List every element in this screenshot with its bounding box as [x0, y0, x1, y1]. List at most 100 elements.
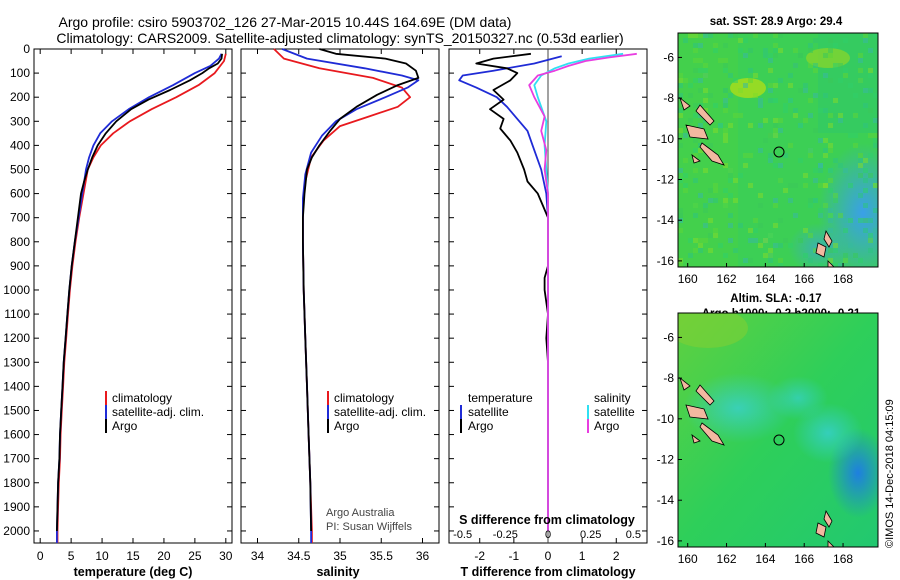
- x-tick-label: 36: [416, 549, 430, 563]
- map-x-tick-label: 162: [717, 272, 737, 286]
- sst-pixel: [728, 213, 733, 218]
- sst-pixel: [703, 208, 708, 213]
- sst-pixel: [683, 188, 688, 193]
- sst-pixel: [688, 93, 693, 98]
- sst-pixel: [688, 33, 693, 38]
- sst-pixel: [753, 218, 758, 223]
- sst-pixel: [808, 43, 813, 48]
- sst-pixel: [763, 53, 768, 58]
- sst-pixel: [718, 123, 723, 128]
- salinity-axis-label: salinity: [316, 565, 359, 579]
- sst-pixel: [828, 248, 833, 253]
- sst-pixel: [808, 48, 813, 53]
- sst-pixel: [693, 238, 698, 243]
- sst-pixel: [703, 88, 708, 93]
- difference-panel: -2 -1 0 1 2 T difference from climatology S …: [448, 48, 648, 579]
- sst-pixel: [858, 218, 863, 223]
- sst-pixel: [863, 38, 868, 43]
- legend-argo: Argo: [334, 419, 360, 433]
- sst-pixel: [813, 198, 818, 203]
- sst-pixel: [678, 178, 683, 183]
- sst-pixel: [778, 263, 783, 267]
- sst-pixel: [698, 78, 703, 83]
- x-tick-label: 35.5: [370, 549, 394, 563]
- s-diff-tick-label: 0.25: [580, 529, 601, 541]
- sst-pixel: [778, 258, 783, 263]
- sst-pixel: [873, 138, 878, 143]
- sst-pixel: [848, 243, 853, 248]
- sst-pixel: [853, 113, 858, 118]
- x-tick-label: 34.5: [287, 549, 311, 563]
- sst-pixel: [773, 163, 778, 168]
- sst-pixel: [798, 238, 803, 243]
- sst-pixel: [683, 158, 688, 163]
- sst-pixel: [793, 48, 798, 53]
- sst-pixel: [778, 163, 783, 168]
- sst-pixel: [828, 243, 833, 248]
- sst-pixel: [703, 238, 708, 243]
- sst-pixel: [838, 213, 843, 218]
- sst-pixel: [708, 248, 713, 253]
- sst-pixel: [873, 228, 878, 233]
- sst-pixel: [843, 73, 848, 78]
- sst-pixel: [868, 48, 873, 53]
- sst-pixel: [873, 33, 878, 38]
- sst-pixel: [793, 213, 798, 218]
- sst-pixel: [808, 148, 813, 153]
- sst-pixel: [773, 98, 778, 103]
- sst-pixel: [678, 168, 683, 173]
- sst-pixel: [703, 108, 708, 113]
- sst-pixel: [678, 263, 683, 267]
- sst-pixel: [728, 223, 733, 228]
- sst-pixel: [803, 183, 808, 188]
- sst-pixel: [788, 198, 793, 203]
- sst-pixel: [773, 118, 778, 123]
- sst-pixel: [798, 123, 803, 128]
- sst-pixel: [828, 218, 833, 223]
- depth-tick-label: 1600: [3, 428, 30, 442]
- sst-pixel: [718, 58, 723, 63]
- x-tick-label: 5: [68, 549, 75, 563]
- sst-pixel: [863, 218, 868, 223]
- sst-pixel: [713, 43, 718, 48]
- sst-pixel: [848, 218, 853, 223]
- sst-pixel: [863, 188, 868, 193]
- sst-pixel: [723, 88, 728, 93]
- credit-line-2: PI: Susan Wijffels: [326, 521, 412, 533]
- sst-pixel: [773, 53, 778, 58]
- sst-pixel: [858, 53, 863, 58]
- sst-pixel: [868, 233, 873, 238]
- sst-pixel: [723, 108, 728, 113]
- sst-pixel: [688, 83, 693, 88]
- t-difference-axis-label: T difference from climatology: [460, 565, 635, 579]
- sst-pixel: [748, 238, 753, 243]
- sst-pixel: [733, 248, 738, 253]
- sst-pixel: [868, 173, 873, 178]
- sst-pixel: [813, 63, 818, 68]
- salinity-panel: 34 34.5 35 35.5 36 salinity climatology sate…: [240, 48, 440, 579]
- sst-pixel: [788, 183, 793, 188]
- x-tick-label: -1: [509, 549, 520, 563]
- map-y-tick-label: -6: [663, 50, 674, 64]
- sst-pixel: [808, 198, 813, 203]
- sst-pixel: [768, 248, 773, 253]
- depth-tick-label: 100: [10, 66, 30, 80]
- depth-tick-label: 1100: [4, 307, 30, 321]
- sst-pixel: [828, 208, 833, 213]
- sst-pixel: [773, 203, 778, 208]
- sst-pixel: [703, 33, 708, 38]
- salinity-axis-ticks: 34 34.5 35 35.5 36: [251, 49, 430, 563]
- sst-pixel: [858, 163, 863, 168]
- sst-pixel: [768, 258, 773, 263]
- sst-pixel: [793, 63, 798, 68]
- sst-pixel: [723, 63, 728, 68]
- sst-pixel: [748, 153, 753, 158]
- sst-pixel: [733, 78, 738, 83]
- sst-pixel: [858, 68, 863, 73]
- legend-satellite: satellite-adj. clim.: [334, 405, 426, 419]
- sst-map-frame: [677, 32, 879, 268]
- sst-pixel: [803, 83, 808, 88]
- sst-pixel: [708, 33, 713, 38]
- map-y-tick-label: -14: [657, 213, 675, 227]
